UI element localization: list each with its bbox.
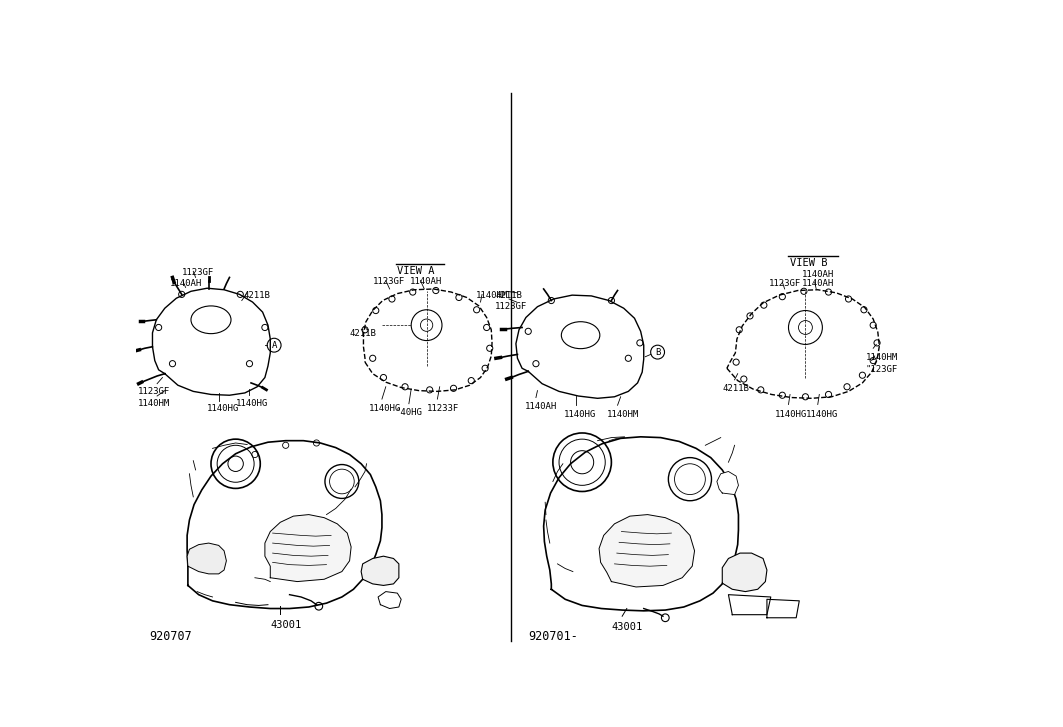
- Text: VIEW B: VIEW B: [790, 258, 827, 268]
- Polygon shape: [152, 288, 270, 395]
- Polygon shape: [187, 543, 226, 574]
- Text: 1123GF: 1123GF: [373, 278, 405, 286]
- Polygon shape: [722, 553, 766, 592]
- Text: 1123GF: 1123GF: [182, 268, 214, 277]
- Text: 1140HG: 1140HG: [775, 410, 807, 419]
- Text: 1140HG: 1140HG: [206, 404, 238, 414]
- Text: 920707: 920707: [150, 630, 192, 643]
- Text: VIEW A: VIEW A: [398, 266, 435, 276]
- Text: A: A: [271, 341, 276, 350]
- Text: 1123GF: 1123GF: [138, 387, 170, 395]
- Text: 11233F: 11233F: [426, 403, 459, 413]
- Polygon shape: [716, 472, 739, 494]
- Text: 4211B: 4211B: [243, 292, 270, 300]
- Text: 1140HG: 1140HG: [369, 403, 401, 413]
- Text: 1140HM: 1140HM: [476, 292, 508, 300]
- Text: 920701-: 920701-: [528, 630, 578, 643]
- Polygon shape: [600, 515, 694, 587]
- Text: 1140HM: 1140HM: [607, 410, 639, 419]
- Text: "40HG: "40HG: [395, 409, 422, 417]
- Text: 43001: 43001: [270, 620, 302, 630]
- Polygon shape: [516, 295, 644, 398]
- Polygon shape: [265, 515, 351, 582]
- Text: 1140AH: 1140AH: [803, 279, 834, 288]
- Text: 1140AH: 1140AH: [409, 278, 442, 286]
- Text: 1140HG: 1140HG: [236, 399, 268, 408]
- Polygon shape: [727, 290, 879, 398]
- Polygon shape: [728, 595, 771, 615]
- Text: 1140AH: 1140AH: [170, 279, 202, 288]
- Text: 1140HM: 1140HM: [865, 353, 898, 362]
- Text: 1140AH: 1140AH: [803, 270, 834, 278]
- Text: B: B: [655, 348, 660, 357]
- Text: 43001: 43001: [611, 622, 643, 632]
- Polygon shape: [361, 556, 399, 585]
- Text: 4211B: 4211B: [495, 292, 522, 300]
- Text: 1140AH: 1140AH: [525, 402, 557, 411]
- Polygon shape: [766, 599, 799, 618]
- Polygon shape: [187, 441, 382, 608]
- Text: 1140HM: 1140HM: [138, 399, 170, 408]
- Text: 1140HG: 1140HG: [563, 410, 596, 419]
- Text: 1123GF: 1123GF: [769, 279, 800, 288]
- Text: 1123GF: 1123GF: [495, 302, 527, 311]
- Text: 4211B: 4211B: [722, 384, 749, 393]
- Text: 1140HG: 1140HG: [806, 410, 838, 419]
- Polygon shape: [378, 592, 401, 608]
- Text: 4211B: 4211B: [350, 329, 376, 338]
- Text: "123GF: "123GF: [865, 365, 898, 374]
- Polygon shape: [543, 437, 739, 611]
- Polygon shape: [364, 289, 492, 391]
